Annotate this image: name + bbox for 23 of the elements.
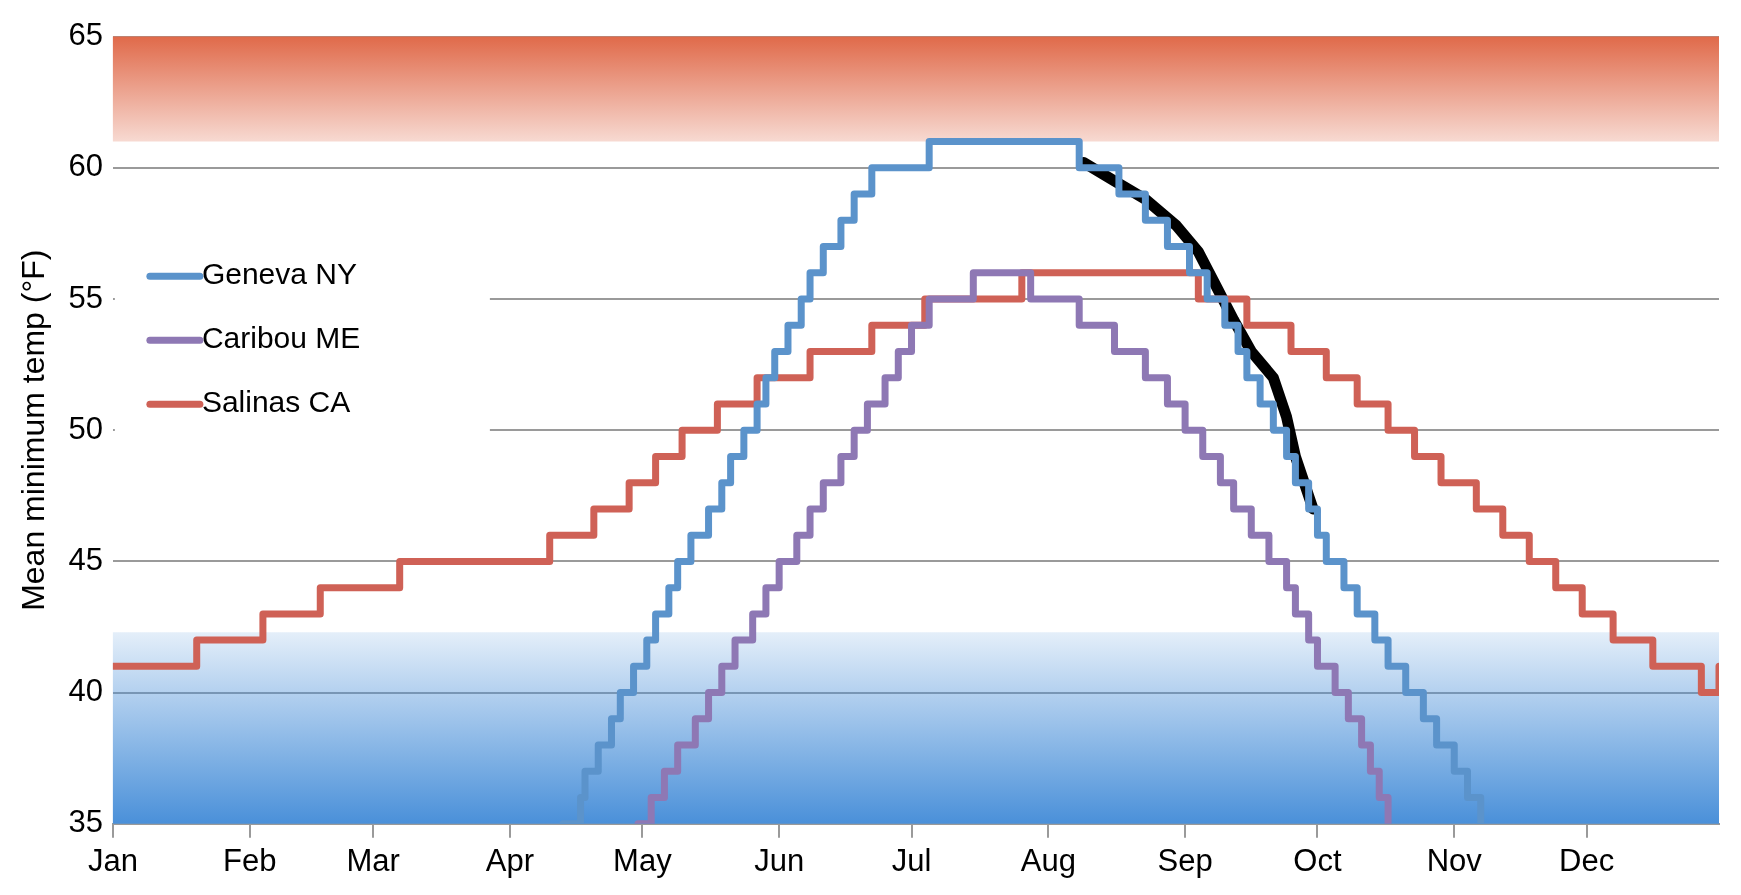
- x-tick-label: Nov: [1426, 842, 1483, 878]
- y-tick-label: 50: [68, 410, 103, 446]
- y-tick-label: 35: [68, 804, 103, 840]
- x-tick-label: Mar: [346, 842, 400, 878]
- x-tick-label: Sep: [1157, 842, 1213, 878]
- x-tick-label: Dec: [1559, 842, 1615, 878]
- legend-label: Geneva NY: [201, 257, 357, 291]
- y-tick-label: 60: [68, 148, 103, 184]
- y-tick-label: 40: [68, 673, 103, 709]
- x-tick-label: Feb: [222, 842, 277, 878]
- y-axis-title: Mean minimum temp (°F): [15, 249, 52, 611]
- y-tick-label: 45: [68, 541, 103, 577]
- x-tick-label: Oct: [1293, 842, 1342, 878]
- x-tick-label: Jan: [87, 842, 138, 878]
- x-tick-label: Aug: [1020, 842, 1076, 878]
- legend-label: Caribou ME: [201, 321, 361, 355]
- legend-label: Salinas CA: [201, 385, 351, 419]
- x-tick-label: Jun: [754, 842, 805, 878]
- x-tick-label: Apr: [485, 842, 535, 878]
- y-tick-label: 55: [68, 279, 103, 315]
- y-tick-label: 65: [68, 17, 103, 53]
- x-tick-label: Jul: [891, 842, 932, 878]
- x-tick-label: May: [613, 842, 673, 878]
